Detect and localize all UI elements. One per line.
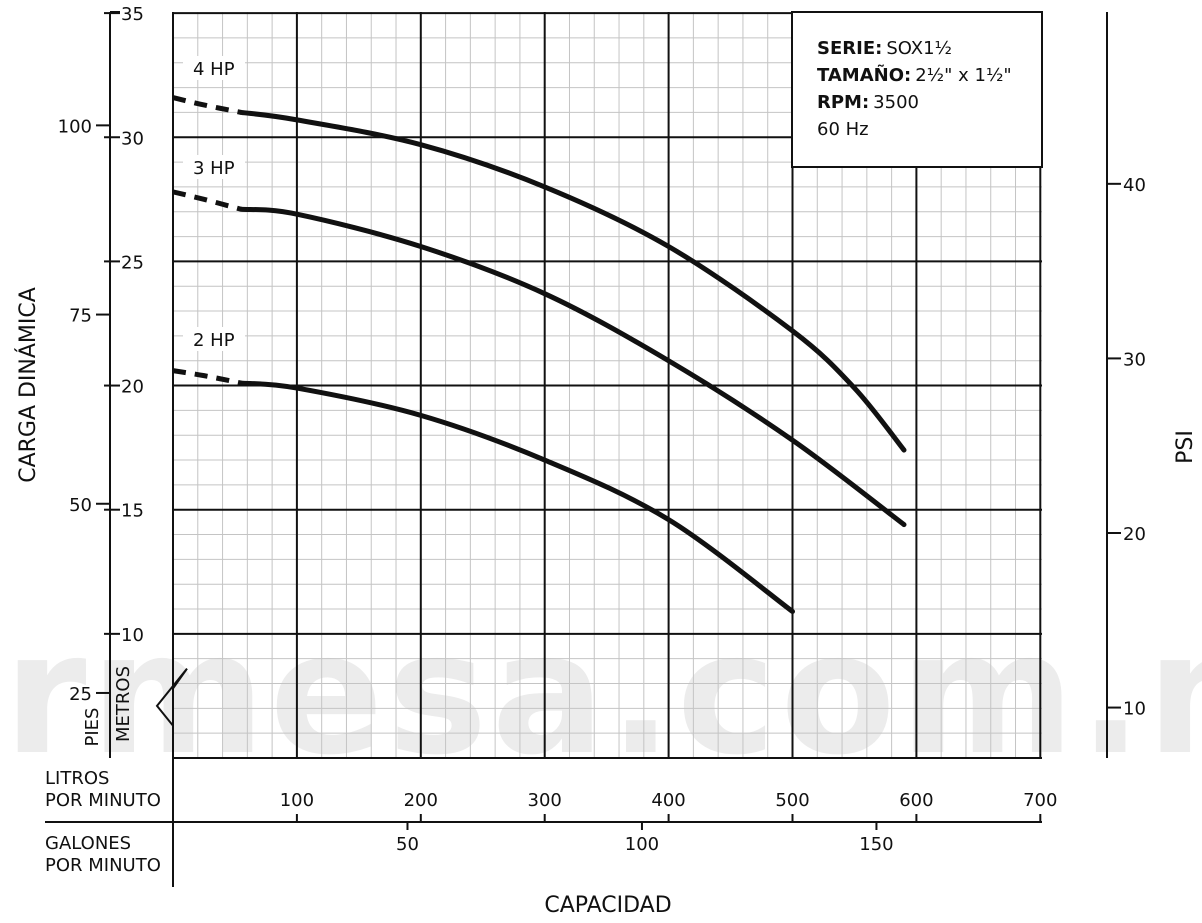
series-label-3hp: 3 HP [193,158,235,179]
curve-3hp [238,206,907,528]
info-tamano-value: 2½" x 1½" [915,65,1011,86]
series-label-2hp: 2 HP [193,330,235,351]
litros-tick-label: 200 [404,790,438,811]
psi-tick-label: 20 [1123,524,1146,545]
litros-tick-label: 400 [651,790,685,811]
info-serie-key: SERIE: [817,38,882,59]
pies-tick-label: 75 [69,306,92,327]
litros-label-line1: LITROS [45,768,109,789]
y-axis-title: CARGA DINÁMICA [15,287,41,483]
tick-labels: 10 15 20 25 30 35 25 50 75 100 10 20 30 40 100 200 300 40… [58,4,1146,855]
litros-tick-label: 300 [528,790,562,811]
info-box-frame [791,11,1043,168]
info-tamano-key: TAMAÑO: [817,63,911,86]
info-hz: 60 Hz [817,119,869,140]
info-serie-value: SOX1½ [886,38,952,59]
x-axis-title: CAPACIDAD [544,893,671,918]
litros-tick-label: 100 [280,790,314,811]
metros-tick-label: 30 [121,128,144,149]
info-rpm-value: 3500 [873,92,919,113]
psi-tick-label: 40 [1123,175,1146,196]
galones-label-line1: GALONES [45,833,131,854]
series-curves [172,95,907,615]
galones-tick-label: 50 [396,834,419,855]
metros-tick-label: 10 [121,625,144,646]
svg-text:RPM:3500: RPM: 3500 [817,92,919,113]
galones-label-line2: POR MINUTO [45,855,161,876]
axes [45,11,1121,887]
litros-tick-label: 700 [1023,790,1057,811]
metros-tick-label: 15 [121,501,144,522]
axis-break-mark [155,12,188,729]
galones-tick-label: 150 [859,834,893,855]
series-labels: 4 HP 3 HP 2 HP [183,56,245,351]
curve-dashed-3hp [172,189,242,212]
series-label-4hp: 4 HP [193,59,235,80]
metros-tick-label: 35 [121,4,144,25]
info-box: SERIE: SOX1½ TAMAÑO: 2½" x 1½" RPM: 3500 60… [791,11,1043,168]
litros-tick-label: 500 [775,790,809,811]
metros-unit-label: METROS [113,666,134,742]
curve-2hp [238,380,795,615]
metros-tick-label: 20 [121,377,144,398]
svg-text:TAMAÑO:2½" x 1½": TAMAÑO: 2½" x 1½" [817,63,1012,86]
info-rpm-key: RPM: [817,92,869,113]
pies-tick-label: 100 [58,116,92,137]
litros-label-line2: POR MINUTO [45,790,161,811]
watermark: parmesa.com.mx [0,596,1202,792]
pies-unit-label: PIES [82,708,103,747]
svg-text:SERIE:SOX1½: SERIE: SOX1½ [817,38,952,59]
galones-tick-label: 100 [625,834,659,855]
y2-axis-title: PSI [1173,430,1198,464]
pies-tick-label: 50 [69,495,92,516]
litros-tick-label: 600 [899,790,933,811]
curve-dashed-4hp [172,95,242,115]
metros-tick-label: 25 [121,252,144,273]
curve-dashed-2hp [172,368,242,386]
psi-tick-label: 10 [1123,699,1146,720]
curve-4hp [238,109,907,453]
pies-tick-label: 25 [69,684,92,705]
psi-tick-label: 30 [1123,349,1146,370]
